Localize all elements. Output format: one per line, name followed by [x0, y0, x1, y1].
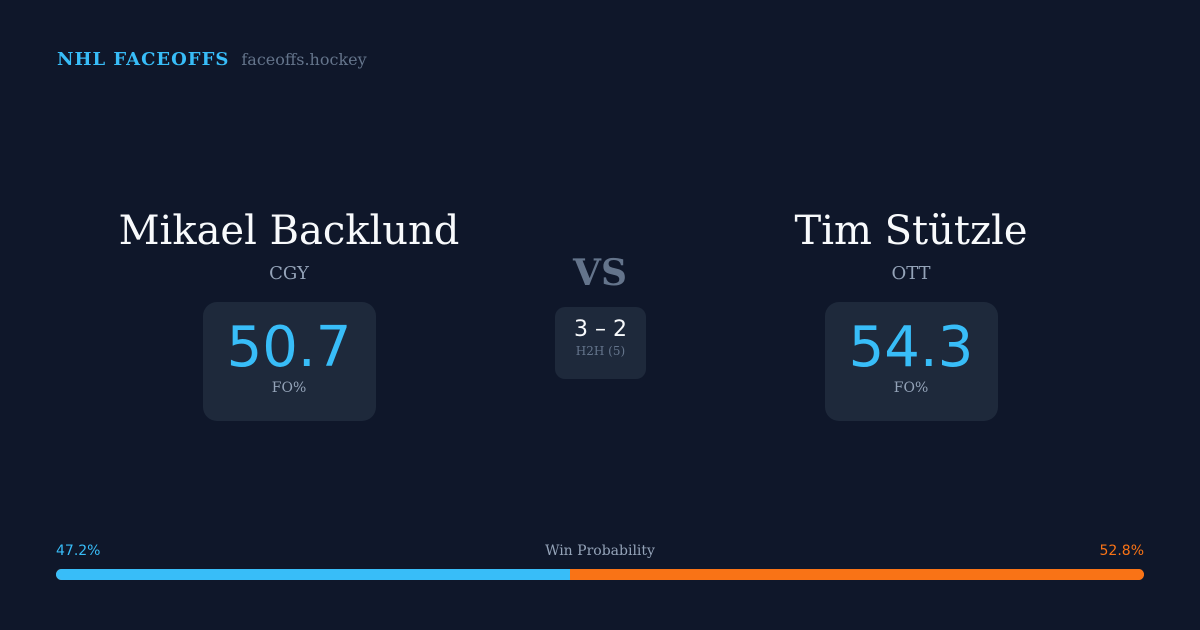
player-team: CGY — [269, 263, 309, 284]
player-name: Tim Stützle — [794, 208, 1028, 254]
faceoff-stat-card: 54.3 FO% — [824, 302, 998, 421]
h2h-score: 3 – 2 — [574, 317, 627, 342]
player-name: Mikael Backlund — [118, 208, 460, 254]
head-to-head-card: 3 – 2 H2H (5) — [555, 307, 646, 379]
versus-label: VS — [573, 252, 627, 294]
faceoff-label: FO% — [271, 380, 307, 396]
win-probability: 47.2% Win Probability 52.8% — [56, 543, 1144, 580]
win-prob-bar — [56, 569, 1144, 580]
brand-site: faceoffs.hockey — [241, 50, 367, 69]
faceoff-stat-card: 50.7 FO% — [202, 302, 376, 421]
faceoff-percentage: 54.3 — [848, 315, 974, 380]
player-left: Mikael Backlund CGY 50.7 FO% — [89, 205, 489, 421]
brand-header: NHL FACEOFFS faceoffs.hockey — [57, 49, 367, 70]
win-prob-bar-left — [56, 569, 570, 580]
win-prob-label: Win Probability — [545, 543, 655, 559]
win-prob-right: 52.8% — [1099, 543, 1144, 559]
win-prob-bar-right — [569, 569, 1144, 580]
brand-name: NHL FACEOFFS — [57, 49, 230, 70]
win-prob-left: 47.2% — [56, 543, 101, 559]
faceoff-label: FO% — [893, 380, 929, 396]
faceoff-percentage: 50.7 — [226, 315, 352, 380]
h2h-label: H2H (5) — [575, 344, 626, 358]
player-team: OTT — [891, 263, 931, 284]
player-right: Tim Stützle OTT 54.3 FO% — [711, 205, 1111, 421]
